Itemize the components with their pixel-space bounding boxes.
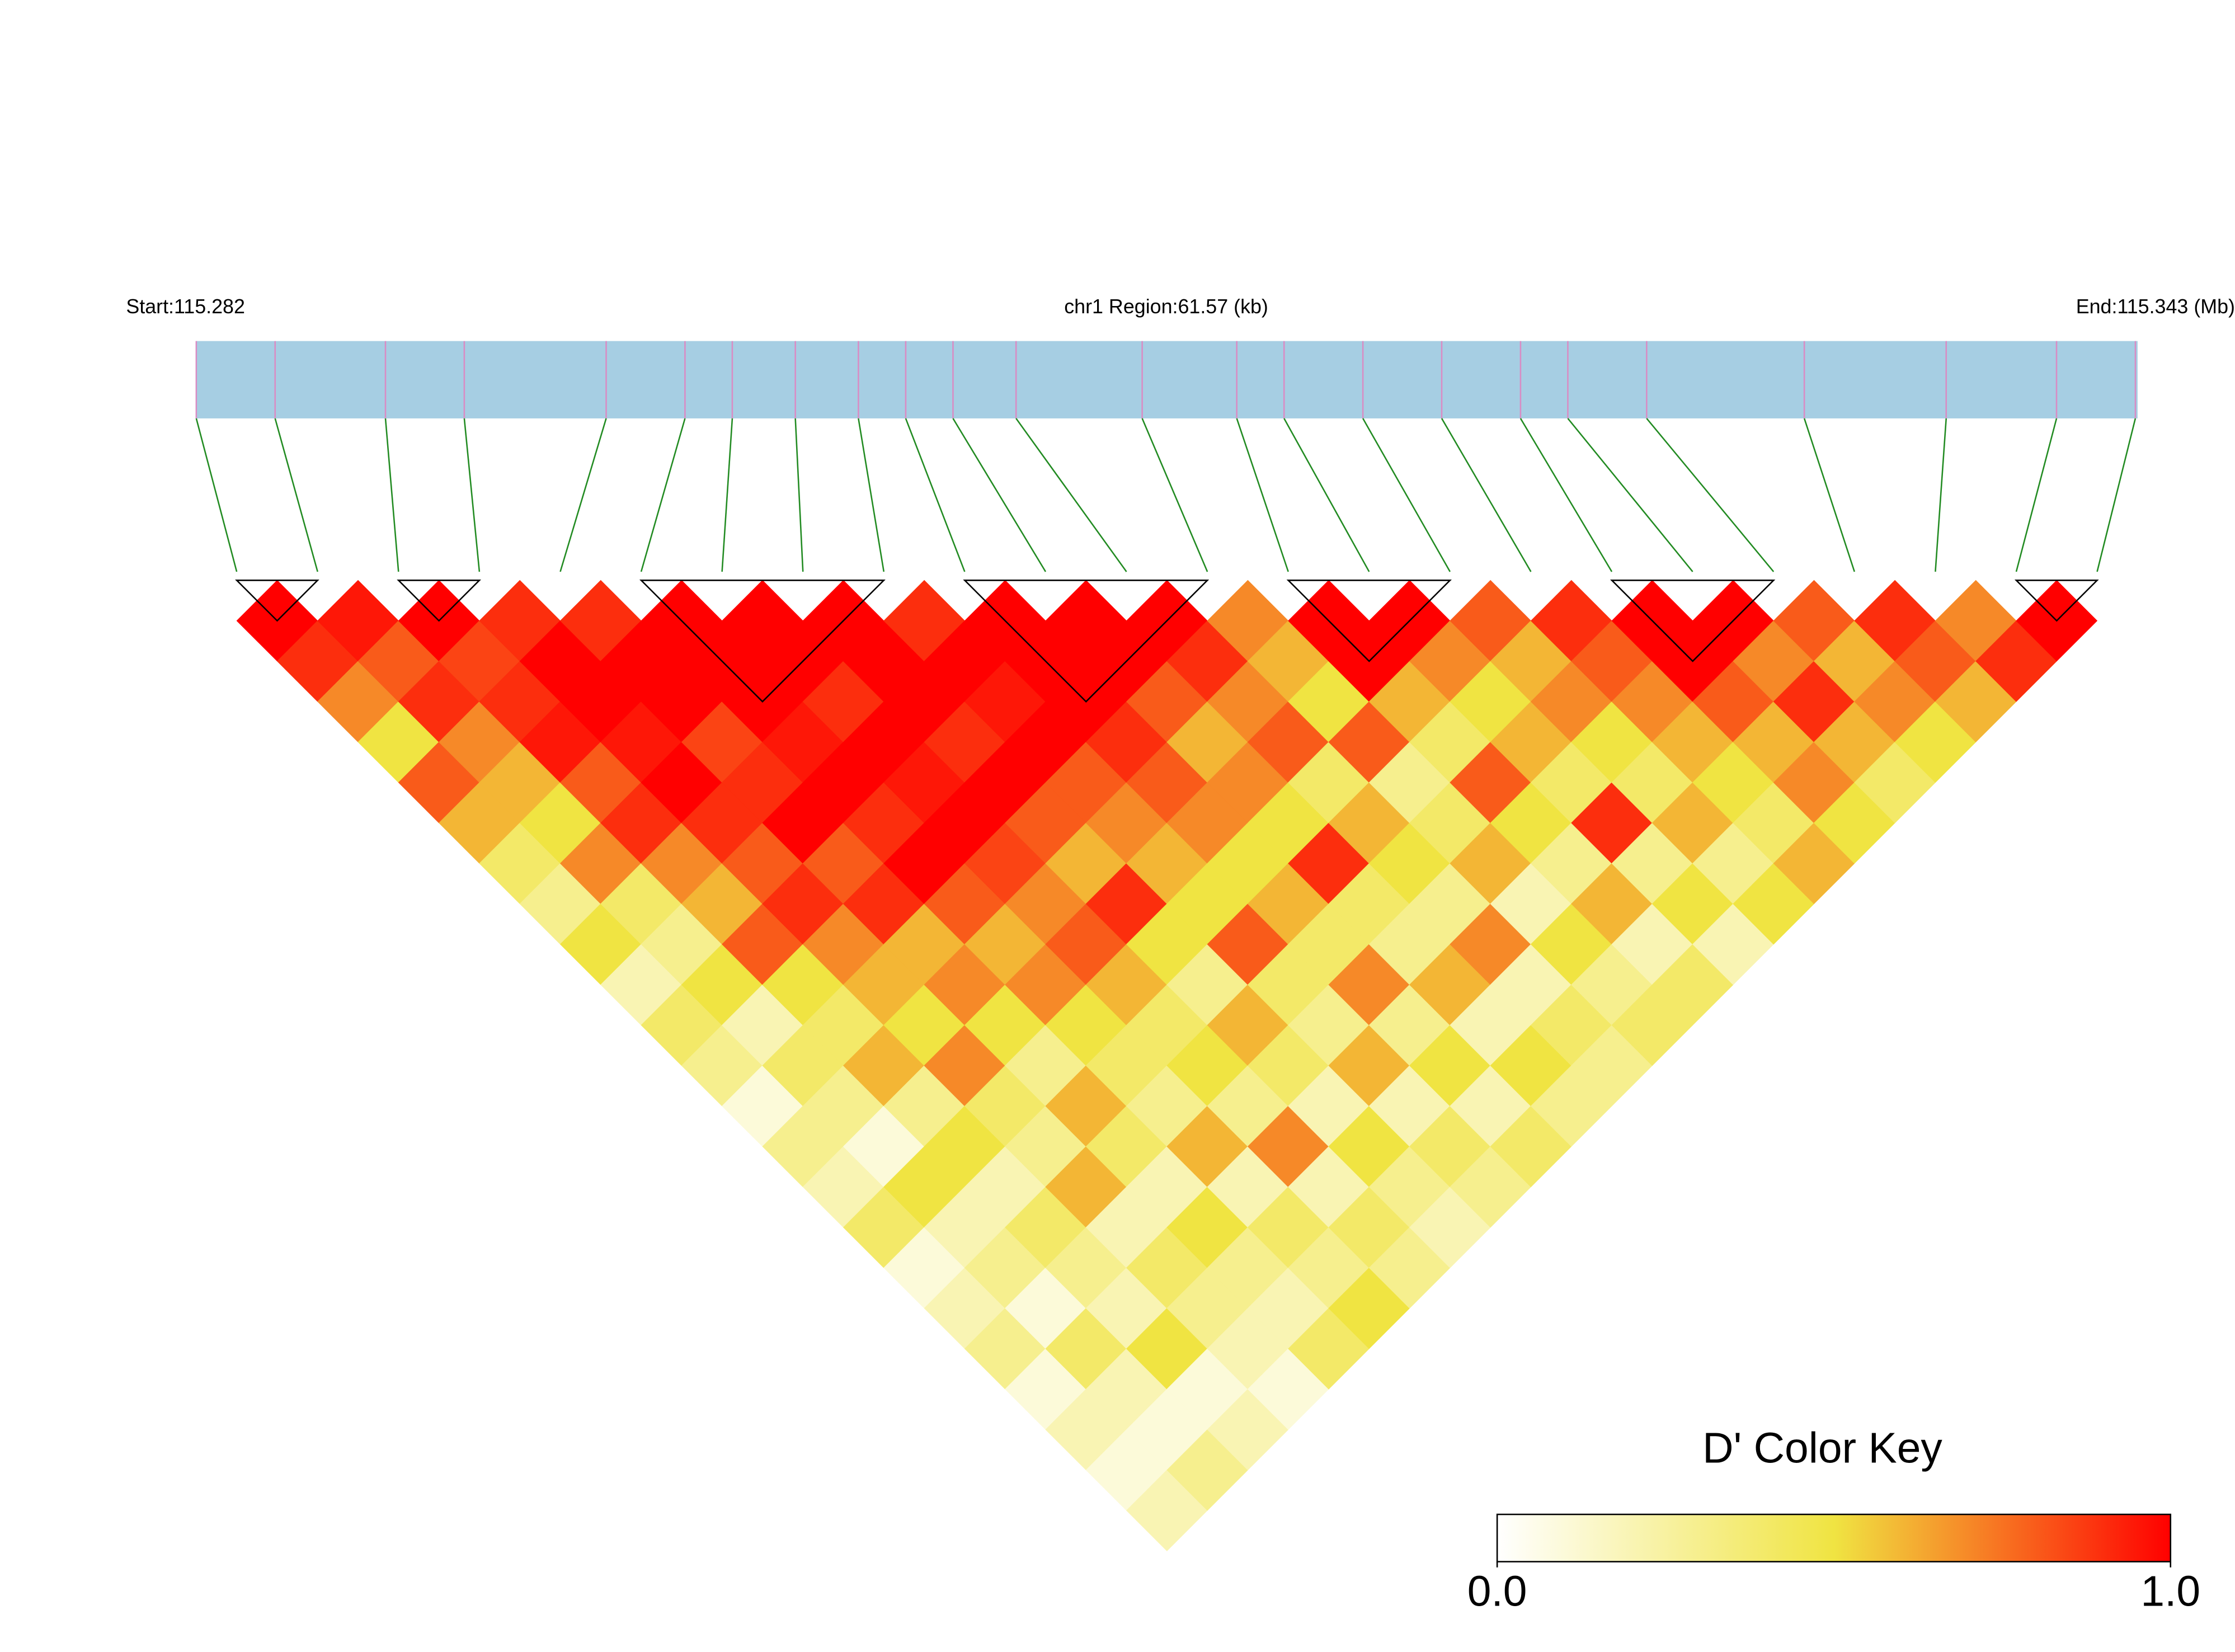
ld-block — [1286, 580, 1452, 662]
ld-block — [235, 580, 319, 622]
snp-connector — [195, 418, 238, 572]
legend-title: D' Color Key — [1702, 1424, 1942, 1472]
snp-connector — [1141, 418, 1208, 572]
snp-connector — [1646, 418, 1775, 572]
snp-connector — [1441, 418, 1532, 572]
region-label: chr1 Region:61.57 (kb) — [1064, 295, 1268, 318]
end-label: End:115.343 (Mb) — [2076, 295, 2235, 318]
snp-connector — [905, 418, 966, 572]
snp-connector — [640, 418, 686, 572]
ld-block — [397, 580, 481, 622]
snp-connector — [384, 418, 399, 572]
snp-connector — [1519, 418, 1613, 572]
snp-connector — [721, 418, 733, 572]
snp-connector — [1803, 418, 1856, 572]
snp-connector — [559, 418, 607, 572]
ld-block — [963, 580, 1210, 703]
snp-connector — [2015, 418, 2058, 572]
ld-block — [1610, 580, 1776, 662]
snp-connector — [794, 418, 804, 572]
ld-block — [639, 580, 886, 703]
snp-connector — [1015, 418, 1127, 572]
snp-connector — [1935, 418, 1947, 572]
snp-connector — [274, 418, 318, 572]
snp-connector — [1567, 418, 1693, 572]
color-key — [1496, 1513, 2172, 1562]
snp-connector — [1283, 418, 1370, 572]
snp-connector — [2096, 418, 2137, 572]
snp-connector — [1362, 418, 1451, 572]
position-bar — [196, 341, 2138, 418]
key-tick-label: 1.0 — [2140, 1568, 2200, 1616]
start-label: Start:115.282 — [126, 295, 245, 318]
snp-connector — [463, 418, 481, 572]
snp-connector — [858, 418, 885, 572]
snp-connector — [1236, 418, 1289, 572]
snp-connector — [952, 418, 1047, 572]
ld-block — [2014, 580, 2099, 622]
key-tick-label: 0.0 — [1467, 1568, 1527, 1616]
